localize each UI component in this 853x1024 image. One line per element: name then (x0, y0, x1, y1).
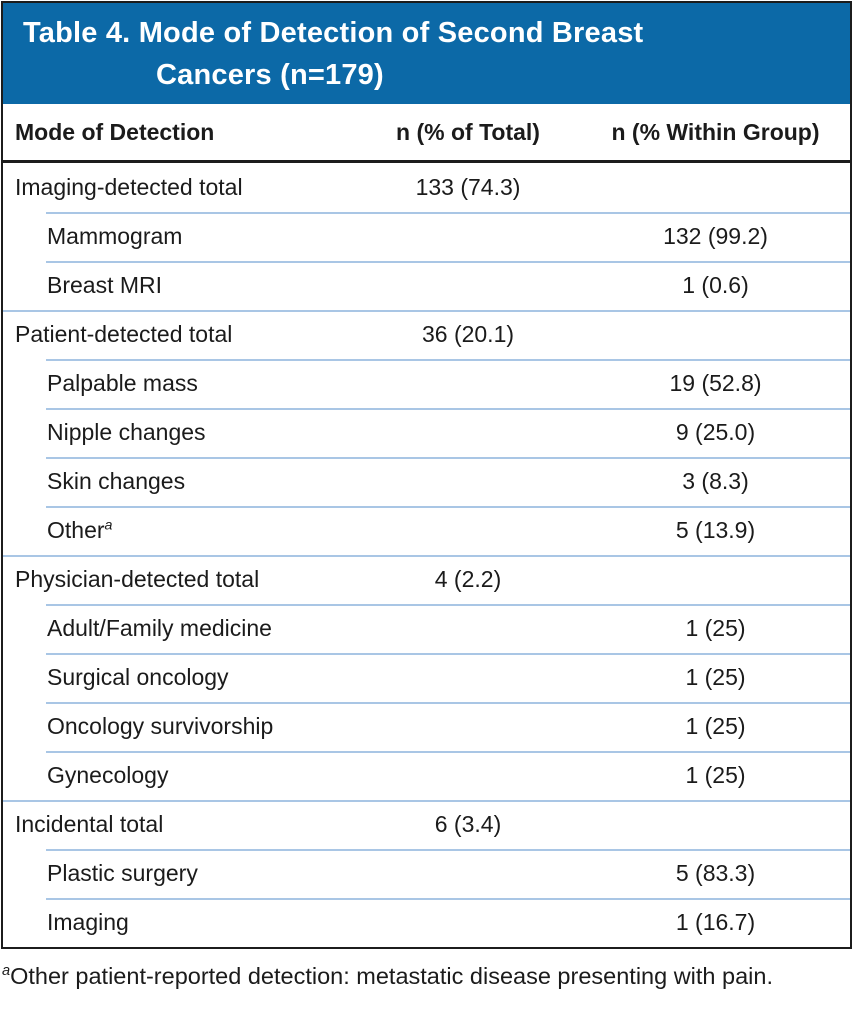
row-label: Imaging-detected total (15, 174, 243, 200)
column-header-row: Mode of Detection n (% of Total) n (% Wi… (3, 104, 850, 163)
row-label: Skin changes (47, 468, 186, 494)
table-row: Mammogram 132 (99.2) (3, 212, 850, 261)
row-label: Incidental total (15, 811, 164, 837)
row-label: Palpable mass (47, 370, 198, 396)
table-row: Othera 5 (13.9) (3, 506, 850, 555)
column-header-mode-of-detection: Mode of Detection (15, 118, 215, 145)
table-title-line2: Cancers (n=179) (156, 59, 384, 91)
row-label: Physician-detected total (15, 566, 260, 592)
table-row: Gynecology 1 (25) (3, 751, 850, 800)
value-n-percent-within-group: 1 (16.7) (675, 909, 756, 935)
table-row: Breast MRI 1 (0.6) (3, 261, 850, 310)
row-label: Othera (47, 517, 113, 543)
table-row: Physician-detected total 4 (2.2) (3, 555, 850, 604)
table-row: Nipple changes 9 (25.0) (3, 408, 850, 457)
column-header-n-percent-of-total: n (% of Total) (396, 118, 540, 145)
row-label: Surgical oncology (47, 664, 229, 690)
value-n-percent-within-group: 1 (25) (685, 762, 746, 788)
table-4: Table 4. Mode of Detection of Second Bre… (1, 1, 852, 949)
value-n-percent-within-group: 19 (52.8) (669, 370, 762, 396)
value-n-percent-of-total: 133 (74.3) (415, 174, 521, 200)
table-row: Incidental total 6 (3.4) (3, 800, 850, 849)
row-label: Breast MRI (47, 272, 163, 298)
value-n-percent-within-group: 9 (25.0) (675, 419, 756, 445)
table-row: Adult/Family medicine 1 (25) (3, 604, 850, 653)
table-body: Imaging-detected total 133 (74.3) Mammogra… (3, 163, 850, 947)
row-label: Patient-detected total (15, 321, 233, 347)
row-label: Plastic surgery (47, 860, 198, 886)
table-row: Palpable mass 19 (52.8) (3, 359, 850, 408)
value-n-percent-of-total: 36 (20.1) (421, 321, 515, 347)
row-label: Adult/Family medicine (47, 615, 272, 641)
footnote-text: Other patient-reported detection: metast… (10, 963, 773, 989)
column-header-n-percent-within-group: n (% Within Group) (611, 118, 820, 145)
table-row: Imaging-detected total 133 (74.3) (3, 163, 850, 212)
table-row: Oncology survivorship 1 (25) (3, 702, 850, 751)
row-label: Nipple changes (47, 419, 206, 445)
value-n-percent-within-group: 5 (13.9) (675, 517, 756, 543)
table-row: Patient-detected total 36 (20.1) (3, 310, 850, 359)
footnote: aOther patient-reported detection: metas… (2, 960, 797, 992)
row-label: Mammogram (47, 223, 183, 249)
value-n-percent-within-group: 132 (99.2) (663, 223, 768, 249)
table-row: Skin changes 3 (8.3) (3, 457, 850, 506)
value-n-percent-of-total: 4 (2.2) (434, 566, 502, 592)
table-title-line1: Table 4. Mode of Detection of Second Bre… (23, 17, 644, 49)
row-label: Imaging (47, 909, 129, 935)
row-label: Oncology survivorship (47, 713, 274, 739)
row-label: Gynecology (47, 762, 169, 788)
footnote-marker: a (104, 517, 113, 534)
value-n-percent-within-group: 1 (0.6) (682, 272, 749, 298)
value-n-percent-of-total: 6 (3.4) (434, 811, 502, 837)
table-title-bar: Table 4. Mode of Detection of Second Bre… (3, 3, 850, 104)
footnote-marker: a (2, 963, 11, 980)
value-n-percent-within-group: 1 (25) (685, 664, 746, 690)
table-row: Surgical oncology 1 (25) (3, 653, 850, 702)
value-n-percent-within-group: 5 (83.3) (675, 860, 756, 886)
value-n-percent-within-group: 1 (25) (685, 615, 746, 641)
value-n-percent-within-group: 1 (25) (685, 713, 746, 739)
value-n-percent-within-group: 3 (8.3) (682, 468, 749, 494)
table-row: Imaging 1 (16.7) (3, 898, 850, 947)
table-row: Plastic surgery 5 (83.3) (3, 849, 850, 898)
